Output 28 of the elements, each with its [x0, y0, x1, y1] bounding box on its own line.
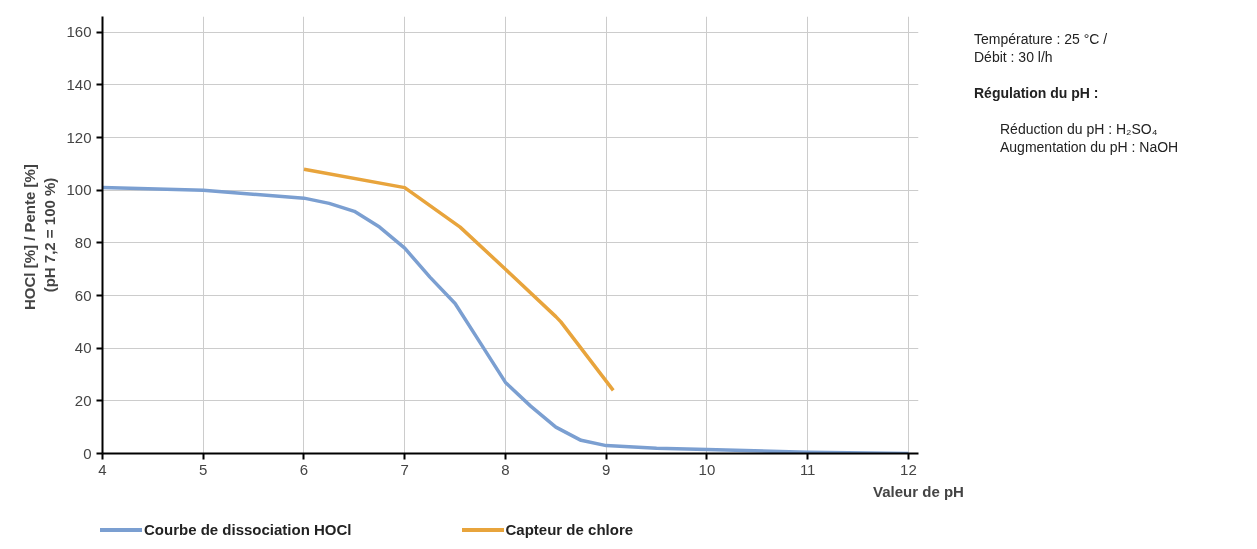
- line-series: [302, 167, 616, 393]
- text: Température : 25 °C / Débit : 30 l/h: [974, 30, 1109, 66]
- y-tick-label: 140: [66, 75, 92, 93]
- y-tick-label: 100: [66, 181, 92, 199]
- text: Régulation du pH :: [974, 84, 1100, 102]
- y-tick-label: 60: [74, 286, 92, 304]
- x-tick-label: 11: [799, 460, 816, 478]
- y-tick-label: 40: [74, 339, 92, 357]
- y-tick-label: 80: [74, 233, 92, 251]
- x-tick-label: 10: [698, 460, 716, 478]
- x-tick-label: 8: [501, 460, 510, 478]
- x-tick-label: 6: [299, 460, 309, 478]
- y-tick-label: 20: [74, 391, 92, 409]
- x-axis-title: Valeur de pH: [873, 482, 964, 500]
- text: Réduction du pH : H₂SO₄: [1000, 120, 1159, 138]
- x-tick-label: 12: [900, 460, 917, 478]
- y-tick-label: 120: [66, 128, 92, 146]
- legend-label: Courbe de dissociation HOCl: [144, 520, 352, 541]
- x-tick-label: 7: [400, 460, 409, 478]
- legend-label: Capteur de chlore: [505, 520, 634, 541]
- x-tick-label: 5: [199, 460, 208, 478]
- x-tick-label: 9: [602, 460, 611, 478]
- x-tick-label: 4: [98, 460, 107, 478]
- text: Augmentation du pH : NaOH: [1000, 138, 1179, 156]
- line-series: [102, 185, 911, 454]
- y-tick-label: 160: [66, 23, 92, 41]
- y-axis-title: HOCl [%] / Pente [%] (pH 7,2 = 100 %): [21, 164, 59, 310]
- y-tick-label: 0: [83, 444, 92, 462]
